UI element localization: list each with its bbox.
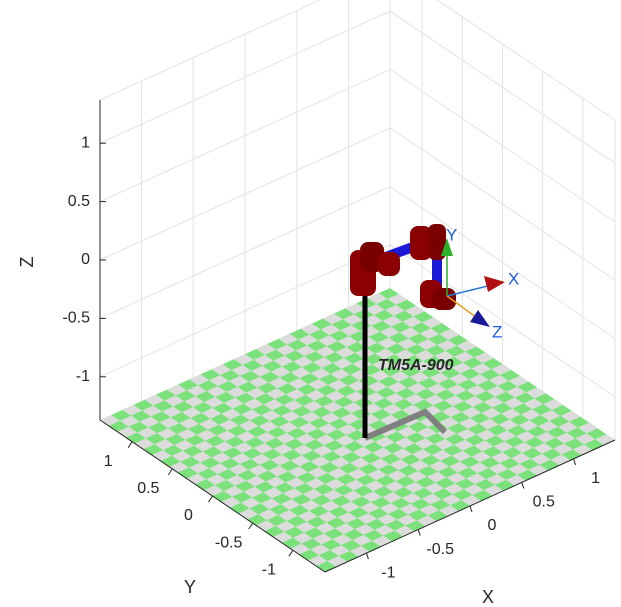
- x-tick-label: -0.5: [426, 541, 454, 558]
- z-tick-label: 0: [81, 251, 90, 268]
- y-tick: [289, 550, 293, 556]
- x-axis-label: X: [482, 587, 494, 607]
- x-tick: [522, 482, 524, 488]
- z-axis-label: Z: [17, 257, 37, 268]
- frame-label: Z: [492, 322, 502, 341]
- x-tick-label: 0.5: [533, 494, 555, 511]
- y-tick: [128, 442, 132, 448]
- x-tick-label: -1: [381, 564, 395, 581]
- floor: [100, 288, 615, 572]
- y-tick-label: 0: [184, 507, 193, 524]
- z-tick-label: 0.5: [68, 193, 90, 210]
- y-tick: [168, 469, 172, 475]
- robot-label: TM5A-900: [378, 357, 454, 374]
- frame-arrow: [470, 310, 490, 327]
- y-tick-label: 0.5: [137, 480, 159, 497]
- robot-joint: [378, 252, 400, 276]
- z-tick-label: -0.5: [62, 310, 90, 327]
- chart: -1 -0.5 0 0.5 1 -1 -0.5 0 0.5 1 -1 -0.5 0 0.5 1 TM5A-9…: [0, 0, 621, 607]
- z-tick-label: -1: [76, 368, 90, 385]
- y-tick: [209, 496, 213, 502]
- frame-label: X: [508, 269, 519, 288]
- x-tick: [574, 459, 576, 465]
- z-tick-label: 1: [81, 134, 90, 151]
- y-tick-label: -0.5: [215, 534, 243, 551]
- x-tick: [366, 553, 368, 559]
- x-tick: [470, 506, 472, 512]
- y-tick-label: -1: [262, 562, 276, 579]
- x-tick-label: 0: [488, 517, 497, 534]
- frame-arrow: [484, 276, 505, 292]
- x-tick-label: 1: [591, 470, 600, 487]
- y-tick-label: 1: [104, 453, 113, 470]
- y-axis-label: Y: [184, 577, 196, 597]
- y-tick: [249, 523, 253, 529]
- x-tick: [418, 530, 420, 536]
- frame-label: Y: [446, 225, 457, 244]
